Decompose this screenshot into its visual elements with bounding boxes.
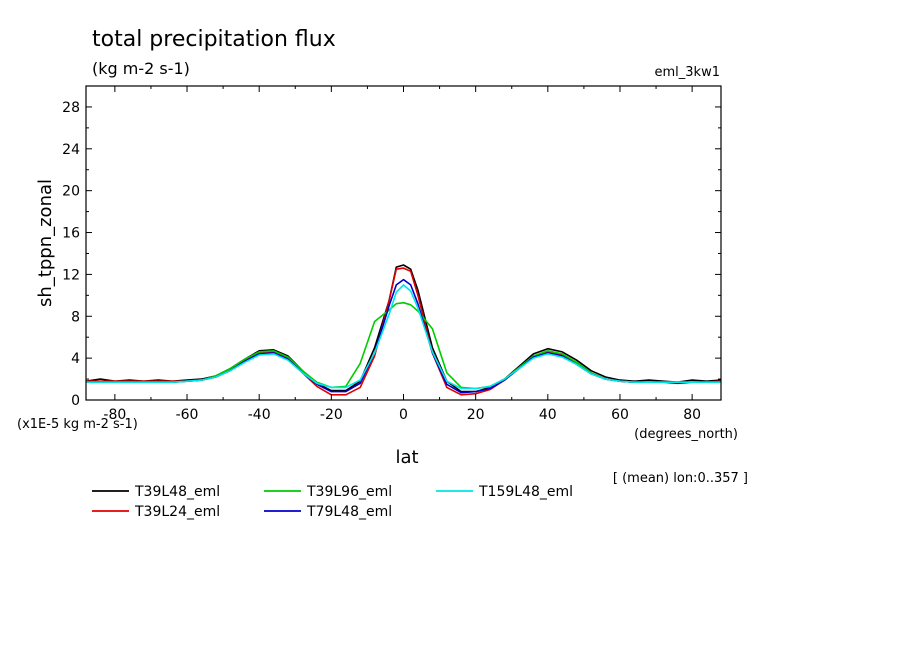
plot-frame xyxy=(85,85,722,401)
legend-label: T39L48_eml xyxy=(134,484,220,500)
footnote: [ (mean) lon:0..357 ] xyxy=(613,471,748,486)
legend-label: T159L48_eml xyxy=(478,484,573,500)
series-line-t159l48_eml xyxy=(86,284,721,390)
x-axis-units: (degrees_north) xyxy=(634,427,738,442)
y-tick-label: 4 xyxy=(71,351,80,367)
series-line-t39l48_eml xyxy=(85,264,722,393)
y-tick-label: 12 xyxy=(62,267,80,283)
ticks-layer: 0 4 8 12 16 20 24 28 -80 -60 -40 -20 0 20 40 60 80 xyxy=(62,86,721,423)
x-tick-label: -20 xyxy=(320,407,343,423)
legend-label: T39L24_eml xyxy=(134,504,220,520)
y-tick-label: 8 xyxy=(71,309,80,325)
series-line-t39l96_eml xyxy=(86,301,721,390)
y-tick-label: 16 xyxy=(62,226,80,242)
legend: T39L48_eml T39L24_eml T39L96_eml T79L48_eml… xyxy=(92,484,573,520)
series-line-t39l24_eml xyxy=(86,267,722,396)
y-axis-label: sh_tppn_zonal xyxy=(35,179,56,307)
x-axis-label: lat xyxy=(395,447,418,468)
x-tick-label: 80 xyxy=(683,407,701,423)
experiment-label: eml_3kw1 xyxy=(655,65,720,80)
y-scale-note: (x1E-5 kg m-2 s-1) xyxy=(17,417,138,432)
x-tick-label: 60 xyxy=(611,407,629,423)
y-tick-label: 28 xyxy=(62,100,80,116)
x-tick-label: 40 xyxy=(539,407,557,423)
y-tick-label: 20 xyxy=(62,184,80,200)
x-tick-label: -40 xyxy=(248,407,271,423)
y-tick-label: 24 xyxy=(62,142,80,158)
series-layer xyxy=(85,264,722,396)
x-tick-label: -60 xyxy=(176,407,199,423)
legend-label: T39L96_eml xyxy=(306,484,392,500)
x-tick-label: 20 xyxy=(467,407,485,423)
x-tick-label: 0 xyxy=(399,407,408,423)
y-tick-label: 0 xyxy=(71,393,80,409)
chart-title: total precipitation flux xyxy=(92,27,336,52)
chart-units: (kg m-2 s-1) xyxy=(92,59,190,78)
series-line-t79l48_eml xyxy=(86,278,721,394)
legend-label: T79L48_eml xyxy=(306,504,392,520)
x-tick-label: -80 xyxy=(103,407,126,423)
